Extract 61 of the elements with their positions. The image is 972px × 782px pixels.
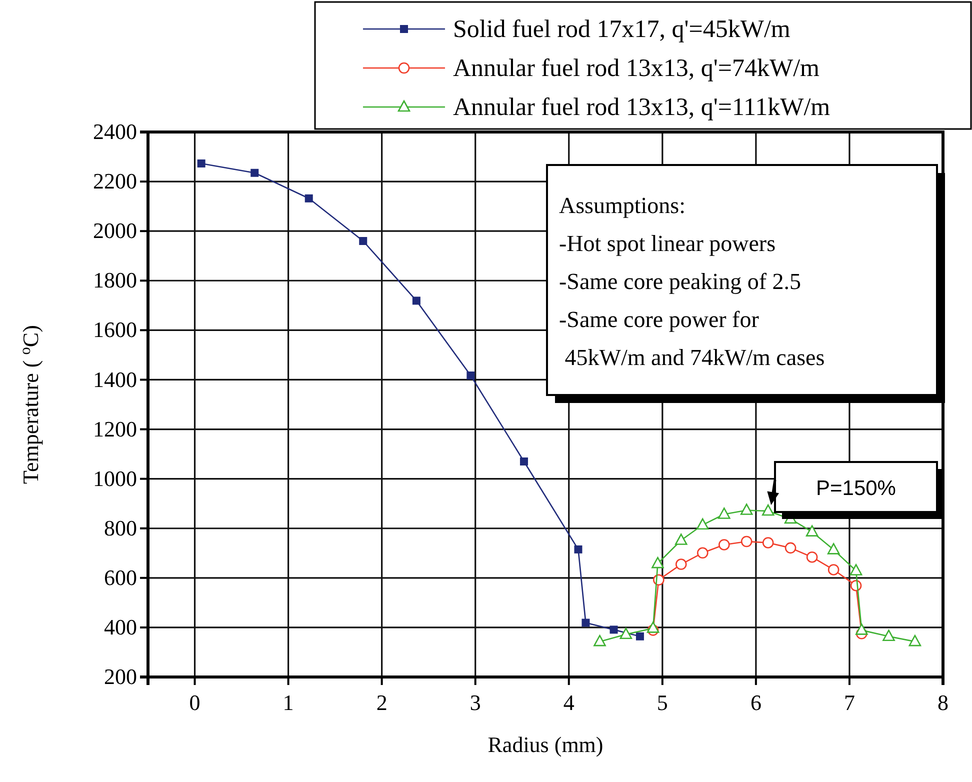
point [520,457,528,466]
y-tick-label: 1200 [93,416,137,442]
point [806,551,818,563]
x-tick-label: 6 [750,690,762,715]
x-tick-label: 8 [938,690,948,715]
point [412,296,420,305]
y-tick-label: 1000 [93,466,137,491]
y-tick-label: 1400 [93,366,137,392]
point [762,504,774,516]
point [466,372,475,380]
legend-label: Annular fuel rod 13x13, q'=111kW/m [453,94,831,121]
point [855,624,868,635]
point [359,237,368,245]
point [740,504,753,515]
point [718,508,730,519]
point [806,525,818,536]
point [882,630,895,642]
x-tick-label: 0 [189,690,200,715]
point [646,622,660,633]
point [574,545,582,554]
point [197,159,206,168]
y-tick-label: 600 [104,564,137,590]
y-tick-label: 1600 [93,317,137,342]
point [850,564,862,576]
point [620,628,632,640]
point [636,632,644,640]
x-tick-label: 7 [844,690,855,715]
x-axis-title: Radius (mm) [488,732,604,757]
legend-label: Annular fuel rod 13x13, q'=74kW/m [453,55,820,82]
legend-label: Solid fuel rod 17x17, q'=45kW/m [453,16,791,43]
point [250,168,259,177]
point [696,547,708,559]
point [784,542,796,554]
y-tick-label: 400 [104,614,137,640]
point [908,634,922,646]
y-tick-label: 2400 [93,119,137,144]
y-tick-label: 800 [104,515,137,540]
point [610,626,618,634]
point [304,194,313,202]
point [718,539,730,550]
y-tick-label: 2000 [93,218,137,244]
x-tick-label: 1 [282,690,294,715]
y-tick-label: 1800 [93,268,137,293]
point [740,536,752,548]
point [762,537,774,548]
point [594,634,606,646]
x-tick-label: 2 [376,690,388,715]
annotation: P=150% [816,477,896,500]
annotation: Assumptions: -Hot spot linear powers -Same core peaking of 2.5 -Same core power for 45kW/m and 74kW/m cases [559,193,825,370]
y-tick-label: 200 [104,664,137,690]
point [675,558,687,570]
y-tick-label: 2200 [93,168,137,194]
point [652,556,664,568]
x-tick-label: 4 [563,690,574,715]
x-tick-label: 5 [656,690,668,715]
point [828,564,840,576]
point [674,534,688,545]
x-tick-label: 3 [470,690,481,715]
point [827,543,840,554]
point [582,618,590,627]
point [696,518,709,530]
